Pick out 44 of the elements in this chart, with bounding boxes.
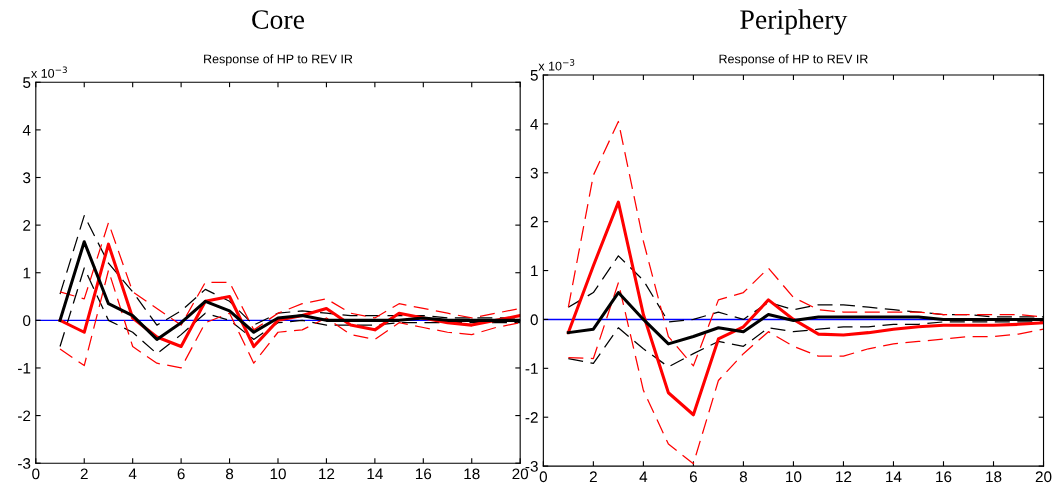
- y-tick-label: -3: [18, 458, 31, 469]
- y-tick-label: -1: [18, 362, 31, 374]
- x-tick-label: 2: [80, 468, 88, 480]
- y-tick-label: 4: [22, 124, 31, 136]
- x-tick-label: 6: [177, 468, 185, 480]
- x-tick-label: 14: [367, 468, 383, 480]
- x-tick-label: 8: [225, 468, 234, 480]
- x-tick-label: 10: [786, 471, 802, 483]
- y-tick-label: -2: [18, 410, 31, 422]
- y-tick-label: 5: [530, 70, 538, 81]
- x-tick-label: 18: [986, 471, 1002, 483]
- y-tick-label: 1: [23, 267, 31, 279]
- x-tick-label: 6: [689, 471, 697, 483]
- x-tick-label: 0: [32, 468, 40, 480]
- y-tick-label: 0: [23, 315, 31, 327]
- x-tick-label: 20: [1035, 471, 1052, 483]
- y-tick-label: 2: [23, 219, 31, 231]
- chart-subtitle: Response of HP to REV IR: [204, 54, 353, 66]
- y-tick-label: 0: [530, 314, 538, 326]
- chart-title: Core: [252, 10, 305, 29]
- text: x 10$^{−3}$: [538, 59, 575, 71]
- x-tick-label: 16: [415, 468, 432, 480]
- x-tick-label: 0: [539, 471, 547, 483]
- x-tick-label: 8: [739, 471, 747, 483]
- y-tick-label: 1: [531, 265, 538, 277]
- chart-title: Periphery: [740, 9, 848, 35]
- y-tick-label: 4: [530, 118, 539, 130]
- chart-subtitle: Response of HP to REV IR: [719, 54, 868, 66]
- y-tick-label: 3: [530, 167, 538, 179]
- x-tick-label: 14: [886, 471, 902, 483]
- x-tick-label: 12: [319, 468, 335, 480]
- text: x 10$^{−3}$: [31, 66, 67, 78]
- x-tick-label: 10: [270, 468, 286, 480]
- x-tick-label: 12: [836, 471, 852, 483]
- y-tick-label: -1: [525, 363, 538, 374]
- y-tick-label: 2: [530, 216, 538, 228]
- y-tick-label: -2: [525, 412, 538, 423]
- x-tick-label: 4: [639, 471, 648, 483]
- x-tick-label: 18: [464, 468, 480, 480]
- x-tick-label: 4: [128, 468, 137, 480]
- y-tick-label: 3: [23, 172, 31, 184]
- x-tick-label: 2: [589, 471, 597, 483]
- x-tick-label: 16: [936, 471, 952, 483]
- y-tick-label: 5: [23, 77, 31, 88]
